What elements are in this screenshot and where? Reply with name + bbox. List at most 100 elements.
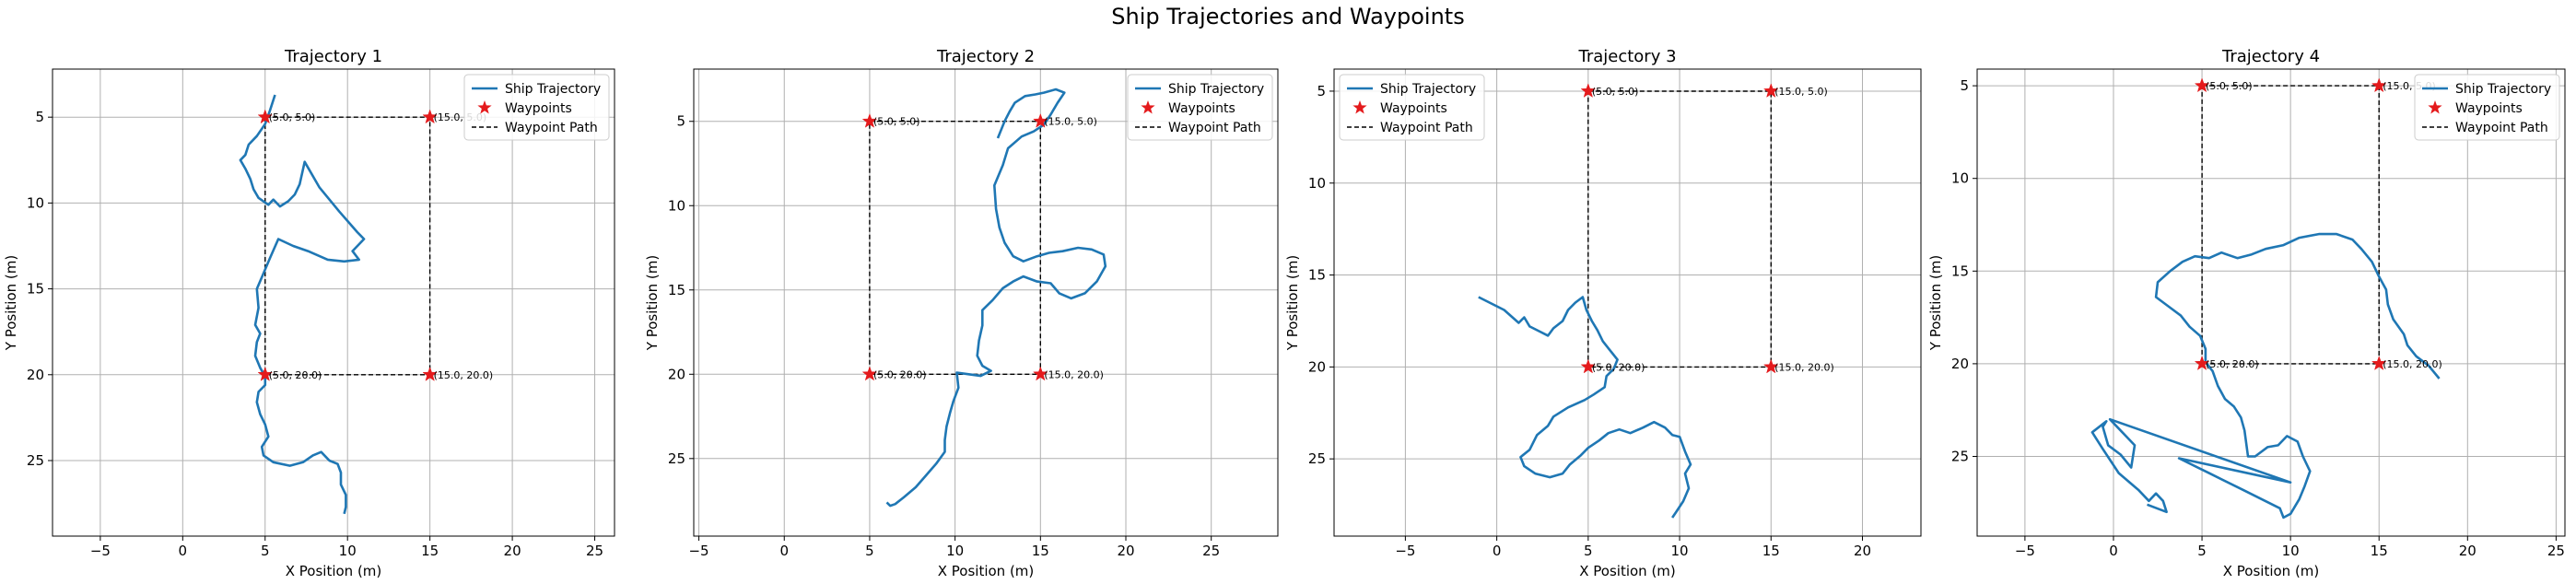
legend-entry-label: Waypoints (1380, 101, 1447, 116)
legend-entry-label: Waypoint Path (505, 121, 598, 135)
y-tick-label: 15 (668, 282, 685, 298)
legend: Ship Trajectory Waypoints Waypoint Path (2414, 74, 2560, 141)
waypoint-label: (5.0, 5.0) (1592, 86, 1639, 98)
x-tick-label: 10 (1671, 543, 1689, 559)
ship-trajectory-line (2090, 232, 2441, 520)
waypoint-label: (5.0, 20.0) (2206, 358, 2259, 370)
waypoint-label: (5.0, 20.0) (269, 369, 322, 381)
waypoint-marker (1033, 366, 1048, 381)
x-tick-label: −5 (1395, 543, 1415, 559)
y-tick-label: 10 (27, 194, 44, 211)
subplot-title: Trajectory 2 (936, 47, 1035, 66)
x-tick-label: 5 (865, 543, 874, 559)
y-tick-label: 25 (1308, 450, 1326, 467)
y-tick-label: 10 (668, 197, 685, 214)
y-tick-label: 20 (27, 367, 44, 383)
legend-waypoint-swatch (1141, 100, 1155, 114)
x-tick-label: 25 (1202, 543, 1220, 559)
legend-entry-label: Waypoint Path (1380, 121, 1473, 135)
y-axis-label: Y Position (m) (1927, 255, 1944, 351)
y-tick-label: 5 (35, 109, 44, 125)
x-axis-label: X Position (m) (1579, 563, 1676, 579)
waypoint-label: (15.0, 20.0) (1044, 368, 1104, 380)
y-tick-label: 5 (676, 113, 685, 130)
waypoint-label: (15.0, 20.0) (1774, 361, 1834, 373)
x-tick-label: 20 (1854, 543, 1871, 559)
x-tick-label: 0 (2109, 543, 2118, 559)
x-tick-label: −5 (688, 543, 708, 559)
figure-title: Ship Trajectories and Waypoints (1111, 4, 1465, 29)
waypoint-label: (15.0, 5.0) (1774, 86, 1828, 98)
y-tick-label: 10 (1951, 170, 1969, 187)
y-axis-label: Y Position (m) (3, 255, 19, 351)
waypoint-label: (5.0, 20.0) (873, 368, 927, 380)
waypoint-label: (5.0, 5.0) (2206, 80, 2253, 92)
ship-trajectory-line (885, 88, 1107, 508)
x-tick-label: 5 (1584, 543, 1593, 559)
y-tick-label: 15 (27, 281, 44, 298)
y-tick-label: 5 (1317, 83, 1326, 99)
waypoint-marker (1762, 358, 1779, 374)
y-tick-label: 25 (668, 450, 685, 467)
waypoint-marker (2194, 356, 2210, 370)
ship-trajectory-line (239, 94, 366, 515)
waypoint-label: (15.0, 5.0) (1044, 116, 1097, 128)
x-tick-label: 5 (261, 543, 270, 559)
x-tick-label: 20 (2459, 543, 2476, 559)
y-tick-label: 25 (27, 452, 44, 469)
waypoint-path-line (2201, 85, 2380, 365)
y-tick-label: 10 (1308, 175, 1326, 192)
x-tick-label: 15 (1762, 543, 1780, 559)
legend: Ship Trajectory Waypoints Waypoint Path (1339, 74, 1485, 141)
x-tick-label: 0 (779, 543, 789, 559)
waypoint-marker (1580, 358, 1597, 374)
waypoint-label: (5.0, 5.0) (269, 111, 316, 123)
legend-waypoint-swatch (2428, 100, 2442, 114)
waypoint-marker (257, 109, 274, 124)
axes-frame (693, 68, 1279, 537)
waypoint-label: (15.0, 20.0) (434, 369, 494, 381)
waypoint-marker (2371, 77, 2387, 93)
legend-entry-label: Waypoint Path (1168, 121, 1261, 135)
waypoint-marker (2194, 77, 2210, 93)
waypoint-label: (5.0, 20.0) (1592, 361, 1645, 373)
legend-entry-label: Waypoint Path (2455, 121, 2548, 135)
waypoint-marker (1580, 83, 1597, 99)
legend-entry-label: Ship Trajectory (1168, 82, 1264, 97)
y-tick-label: 20 (1308, 358, 1326, 375)
x-tick-label: 15 (1032, 543, 1049, 559)
subplot-3: −5 0 5 10 15 20 5 10 15 20 25 (5.0, 5.0) (15.0, 5.0)… (1284, 47, 1922, 579)
axes-frame (52, 68, 615, 537)
x-tick-label: 10 (2282, 543, 2300, 559)
waypoint-marker (422, 367, 438, 381)
legend-entry-label: Ship Trajectory (1380, 82, 1476, 97)
subplot-title: Trajectory 1 (284, 47, 382, 66)
x-axis-label: X Position (m) (938, 563, 1035, 579)
legend-entry-label: Ship Trajectory (2455, 82, 2551, 97)
waypoint-marker (257, 367, 274, 381)
x-tick-label: 15 (2371, 543, 2388, 559)
legend-box (1339, 74, 1485, 141)
legend-box (463, 74, 610, 141)
legend-entry-label: Ship Trajectory (505, 82, 601, 97)
x-tick-label: −5 (2015, 543, 2035, 559)
y-axis-label: Y Position (m) (644, 255, 661, 351)
legend-box (1127, 74, 1273, 141)
axes-frame (1976, 68, 2566, 537)
legend-waypoint-swatch (1352, 100, 1367, 114)
legend-box (2414, 74, 2560, 141)
waypoint-marker (2371, 356, 2387, 370)
x-axis-label: X Position (m) (286, 563, 382, 579)
x-tick-label: 20 (1117, 543, 1134, 559)
x-tick-label: 15 (421, 543, 439, 559)
y-tick-label: 25 (1951, 448, 1969, 464)
y-tick-label: 20 (668, 366, 685, 382)
x-tick-label: 25 (586, 543, 603, 559)
y-tick-label: 15 (1951, 263, 1969, 279)
y-tick-label: 15 (1308, 267, 1326, 284)
y-tick-label: 20 (1951, 356, 1969, 372)
x-axis-label: X Position (m) (2223, 563, 2320, 579)
legend-waypoint-swatch (477, 100, 492, 114)
